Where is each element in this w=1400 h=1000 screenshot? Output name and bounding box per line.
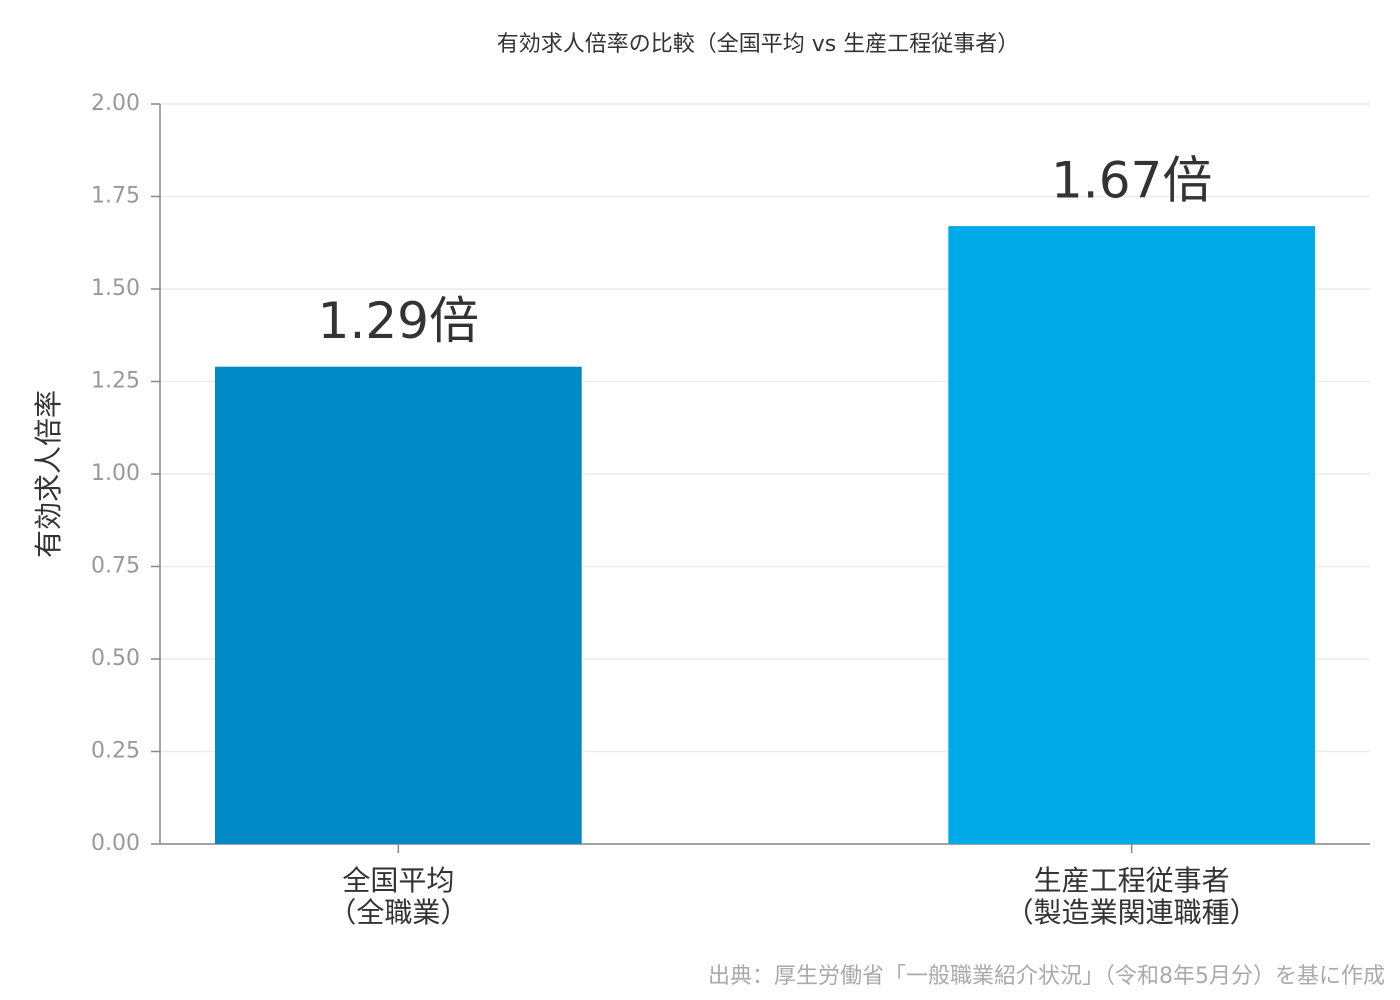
bar [948, 226, 1315, 845]
x-tick-label-line: 生産工程従事者 [1034, 864, 1230, 897]
y-tick-label: 0.50 [91, 646, 140, 671]
y-tick-label: 0.25 [91, 739, 140, 764]
y-tick-label: 1.75 [91, 184, 140, 209]
source-note: 出典：厚生労働省「一般職業紹介状況」（令和8年5月分）を基に作成 [708, 964, 1385, 989]
x-tick-label-line: 全国平均 [342, 864, 454, 897]
y-tick-label: 0.75 [91, 554, 140, 579]
value-label: 1.67倍 [1051, 152, 1212, 210]
x-tick-label-line: （製造業関連職種） [1006, 896, 1258, 929]
y-tick-label: 1.50 [91, 276, 140, 301]
chart-title: 有効求人倍率の比較（全国平均 vs 生産工程従事者） [497, 32, 1019, 57]
x-tick-label: 全国平均（全職業） [328, 864, 468, 929]
y-tick-label: 0.00 [91, 831, 140, 856]
value-label: 1.29倍 [318, 292, 479, 350]
x-tick-label-line: （全職業） [328, 896, 468, 929]
x-tick-label: 生産工程従事者（製造業関連職種） [1006, 864, 1258, 929]
y-tick-label: 2.00 [91, 91, 140, 116]
y-tick-label: 1.25 [91, 369, 140, 394]
y-axis-label: 有効求人倍率 [32, 390, 65, 558]
y-tick-label: 1.00 [91, 461, 140, 486]
bar [215, 366, 582, 844]
